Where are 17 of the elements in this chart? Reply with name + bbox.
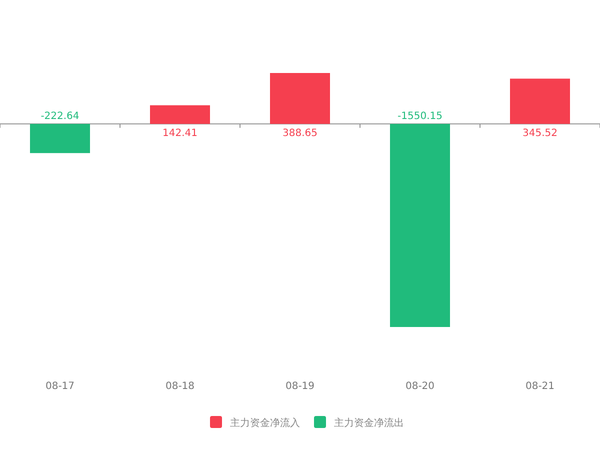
legend-label: 主力资金净流入 (230, 417, 300, 429)
x-tick-label: 08-19 (285, 381, 315, 392)
bar (30, 124, 90, 154)
bar (390, 124, 450, 327)
data-label: -222.64 (40, 110, 80, 122)
bar (510, 78, 570, 124)
x-tick-label: 08-17 (45, 381, 75, 392)
bar (150, 105, 210, 124)
legend-label: 主力资金净流出 (334, 417, 404, 429)
data-label: 142.41 (162, 128, 198, 139)
bar (270, 73, 330, 124)
data-label: -1550.15 (398, 110, 442, 122)
x-tick-label: 08-20 (405, 381, 435, 392)
x-tick-label: 08-18 (165, 381, 195, 392)
x-tick-label: 08-21 (525, 381, 555, 392)
data-label: 345.52 (522, 128, 558, 139)
data-label: 388.65 (282, 128, 318, 139)
